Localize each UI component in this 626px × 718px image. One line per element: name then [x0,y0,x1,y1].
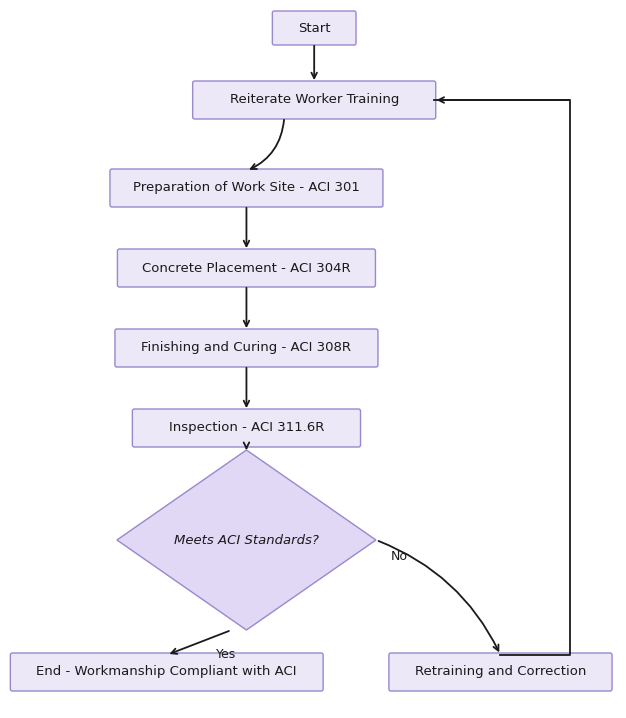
FancyBboxPatch shape [11,653,323,691]
FancyBboxPatch shape [115,329,378,367]
Text: End - Workmanship Compliant with ACI: End - Workmanship Compliant with ACI [36,666,297,679]
FancyBboxPatch shape [110,169,383,207]
Text: No: No [391,550,408,563]
FancyBboxPatch shape [193,81,436,119]
Text: Start: Start [298,22,331,34]
FancyBboxPatch shape [272,11,356,45]
Text: Concrete Placement - ACI 304R: Concrete Placement - ACI 304R [142,261,351,274]
Text: Yes: Yes [217,648,237,661]
Text: Inspection - ACI 311.6R: Inspection - ACI 311.6R [169,421,324,434]
FancyBboxPatch shape [132,409,361,447]
Polygon shape [117,450,376,630]
FancyBboxPatch shape [389,653,612,691]
Text: Meets ACI Standards?: Meets ACI Standards? [174,533,319,546]
Text: Reiterate Worker Training: Reiterate Worker Training [230,93,399,106]
FancyBboxPatch shape [118,249,376,287]
Text: Retraining and Correction: Retraining and Correction [415,666,586,679]
Text: Preparation of Work Site - ACI 301: Preparation of Work Site - ACI 301 [133,182,360,195]
Text: Finishing and Curing - ACI 308R: Finishing and Curing - ACI 308R [141,342,351,355]
